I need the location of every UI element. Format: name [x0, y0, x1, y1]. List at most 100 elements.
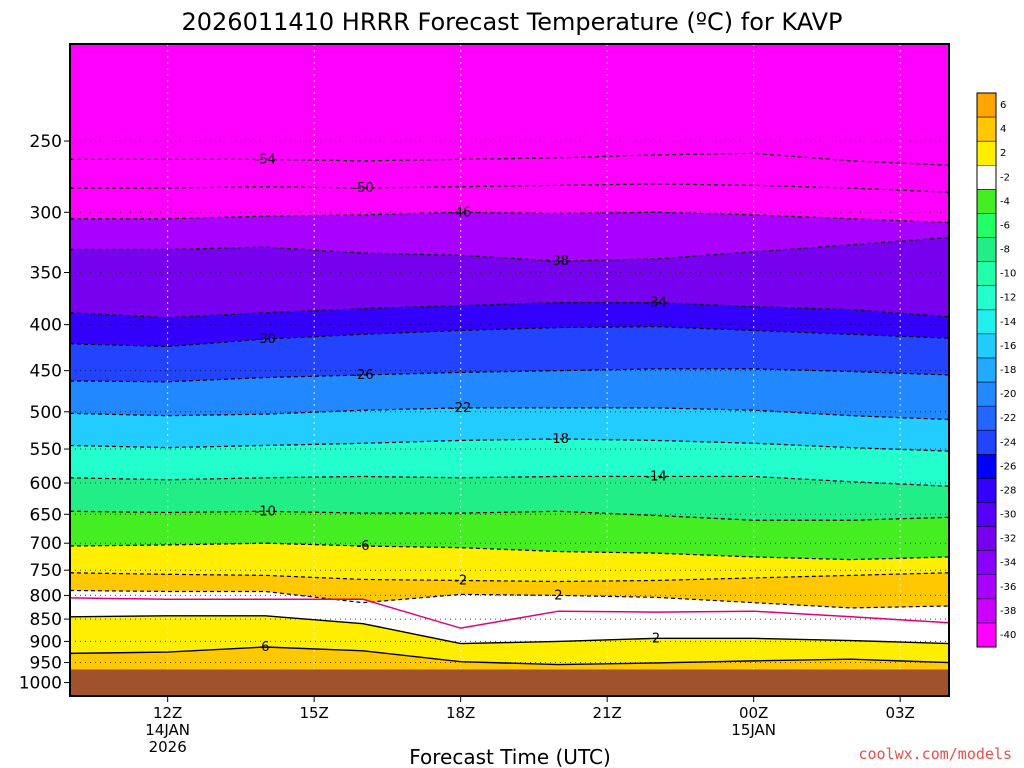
y-axis-ticks: 2503003504004505005506006507007508008509… [19, 132, 70, 694]
temp-band [70, 183, 949, 223]
colorbar-label: -34 [1000, 558, 1016, 569]
x-tick-label: 12Z [153, 704, 182, 722]
isotherm-label: -22 [450, 401, 471, 416]
x-tick-label: 18Z [446, 704, 475, 722]
colorbar-label: -40 [1000, 630, 1016, 641]
colorbar-swatch [977, 574, 996, 600]
colorbar-swatch [977, 622, 996, 648]
y-tick-label: 850 [30, 610, 62, 630]
colorbar-label: -22 [1000, 413, 1016, 424]
isotherm-label: -50 [352, 181, 373, 196]
y-tick-label: 950 [30, 654, 62, 674]
colorbar-label: 4 [1000, 124, 1006, 135]
warm-contour-line [70, 646, 949, 666]
colorbar-label: -12 [1000, 293, 1016, 304]
isotherm-label: 2 [554, 588, 562, 603]
near-freezing-band [70, 597, 949, 644]
y-tick-label: 450 [30, 362, 62, 382]
colorbar-swatch [977, 382, 996, 407]
y-tick-label: 300 [30, 203, 62, 223]
colorbar-swatch [977, 141, 996, 166]
colorbar-label: -24 [1000, 437, 1016, 448]
temp-band [70, 326, 949, 382]
temp-band [70, 572, 949, 608]
colorbar-label: 2 [1000, 148, 1006, 159]
near-freezing-band [70, 590, 949, 629]
temp-band [70, 438, 949, 487]
y-tick-label: 600 [30, 474, 62, 494]
x-axis-label: Forecast Time (UTC) [409, 745, 611, 768]
colorbar-swatch [977, 93, 996, 118]
x-tick-label: 00Z [739, 704, 768, 722]
colorbar-frame [976, 92, 997, 648]
colorbar-swatch [977, 598, 996, 624]
temp-band [70, 153, 949, 193]
colorbar-swatch [977, 357, 996, 383]
colorbar-label: -14 [1000, 317, 1016, 328]
colorbar-label: -20 [1000, 389, 1016, 400]
y-tick-label: 250 [30, 132, 62, 152]
colorbar-swatch [977, 478, 996, 503]
y-tick-label: 1000 [19, 674, 62, 694]
isotherm-label: -6 [357, 539, 370, 554]
temp-band [70, 212, 949, 262]
temp-band [70, 407, 949, 452]
temp-band [70, 511, 949, 560]
colorbar-swatch [977, 502, 996, 528]
y-tick-label: 550 [30, 440, 62, 460]
y-tick-label: 500 [30, 403, 62, 423]
colorbar-swatch [977, 454, 996, 479]
isotherm-label: -14 [645, 469, 666, 484]
colorbar-swatch [977, 237, 996, 263]
x-tick-label: 03Z [885, 704, 914, 722]
y-tick-label: 750 [30, 561, 62, 581]
y-tick-label: 650 [30, 505, 62, 525]
colorbar-label: -26 [1000, 461, 1016, 472]
isotherm-label: -26 [352, 368, 373, 383]
freezing-line [70, 597, 949, 629]
colorbar: 6 4 2 -2 -4 -6 -8 -10 -12 -14 -16 -18 -20 -22 -24 -26 -2… [976, 92, 1016, 648]
colorbar-label: -18 [1000, 365, 1016, 376]
colorbar-swatch [977, 285, 996, 311]
temperature-bands [70, 153, 949, 693]
y-tick-label: 700 [30, 534, 62, 554]
isotherm-label: -2 [454, 573, 467, 588]
colorbar-label: -32 [1000, 534, 1016, 545]
colorbar-swatch [977, 333, 996, 359]
colorbar-label: -2 [1000, 172, 1010, 183]
isotherm-label: -18 [548, 432, 569, 447]
isotherm-label: -34 [645, 296, 666, 311]
isotherm-label: -46 [450, 205, 471, 220]
y-tick-label: 800 [30, 586, 62, 606]
x-tick-label: 15Z [299, 704, 328, 722]
y-tick-label: 400 [30, 316, 62, 336]
colorbar-swatch [977, 189, 996, 214]
colorbar-label: -4 [1000, 196, 1010, 207]
x-tick-label: 21Z [592, 704, 621, 722]
chart-title: 2026011410 HRRR Forecast Temperature (ºC… [181, 8, 842, 36]
colorbar-swatch [977, 406, 996, 431]
ground-layer [70, 669, 949, 696]
colorbar-swatch [977, 165, 996, 190]
colorbar-label: -10 [1000, 269, 1016, 280]
colorbar-swatch [977, 309, 996, 335]
grid-lines [70, 44, 949, 696]
colorbar-swatch [977, 550, 996, 576]
colorbar-label: 6 [1000, 100, 1006, 111]
colorbar-label: -16 [1000, 341, 1016, 352]
x-tick-label: 15JAN [731, 721, 776, 739]
colorbar-label: -30 [1000, 510, 1016, 521]
source-credit[interactable]: coolwx.com/models [858, 745, 1012, 763]
isotherm-label: -30 [255, 332, 276, 347]
warm-contour-label: 6 [261, 640, 269, 655]
warm-contour-line [70, 615, 949, 645]
colorbar-swatch [977, 117, 996, 142]
warm-band [70, 615, 949, 665]
colorbar-swatch [977, 526, 996, 552]
colorbar-label: -8 [1000, 245, 1010, 256]
x-tick-label: 14JAN [145, 721, 190, 739]
y-tick-label: 900 [30, 632, 62, 652]
colorbar-label: -36 [1000, 582, 1016, 593]
